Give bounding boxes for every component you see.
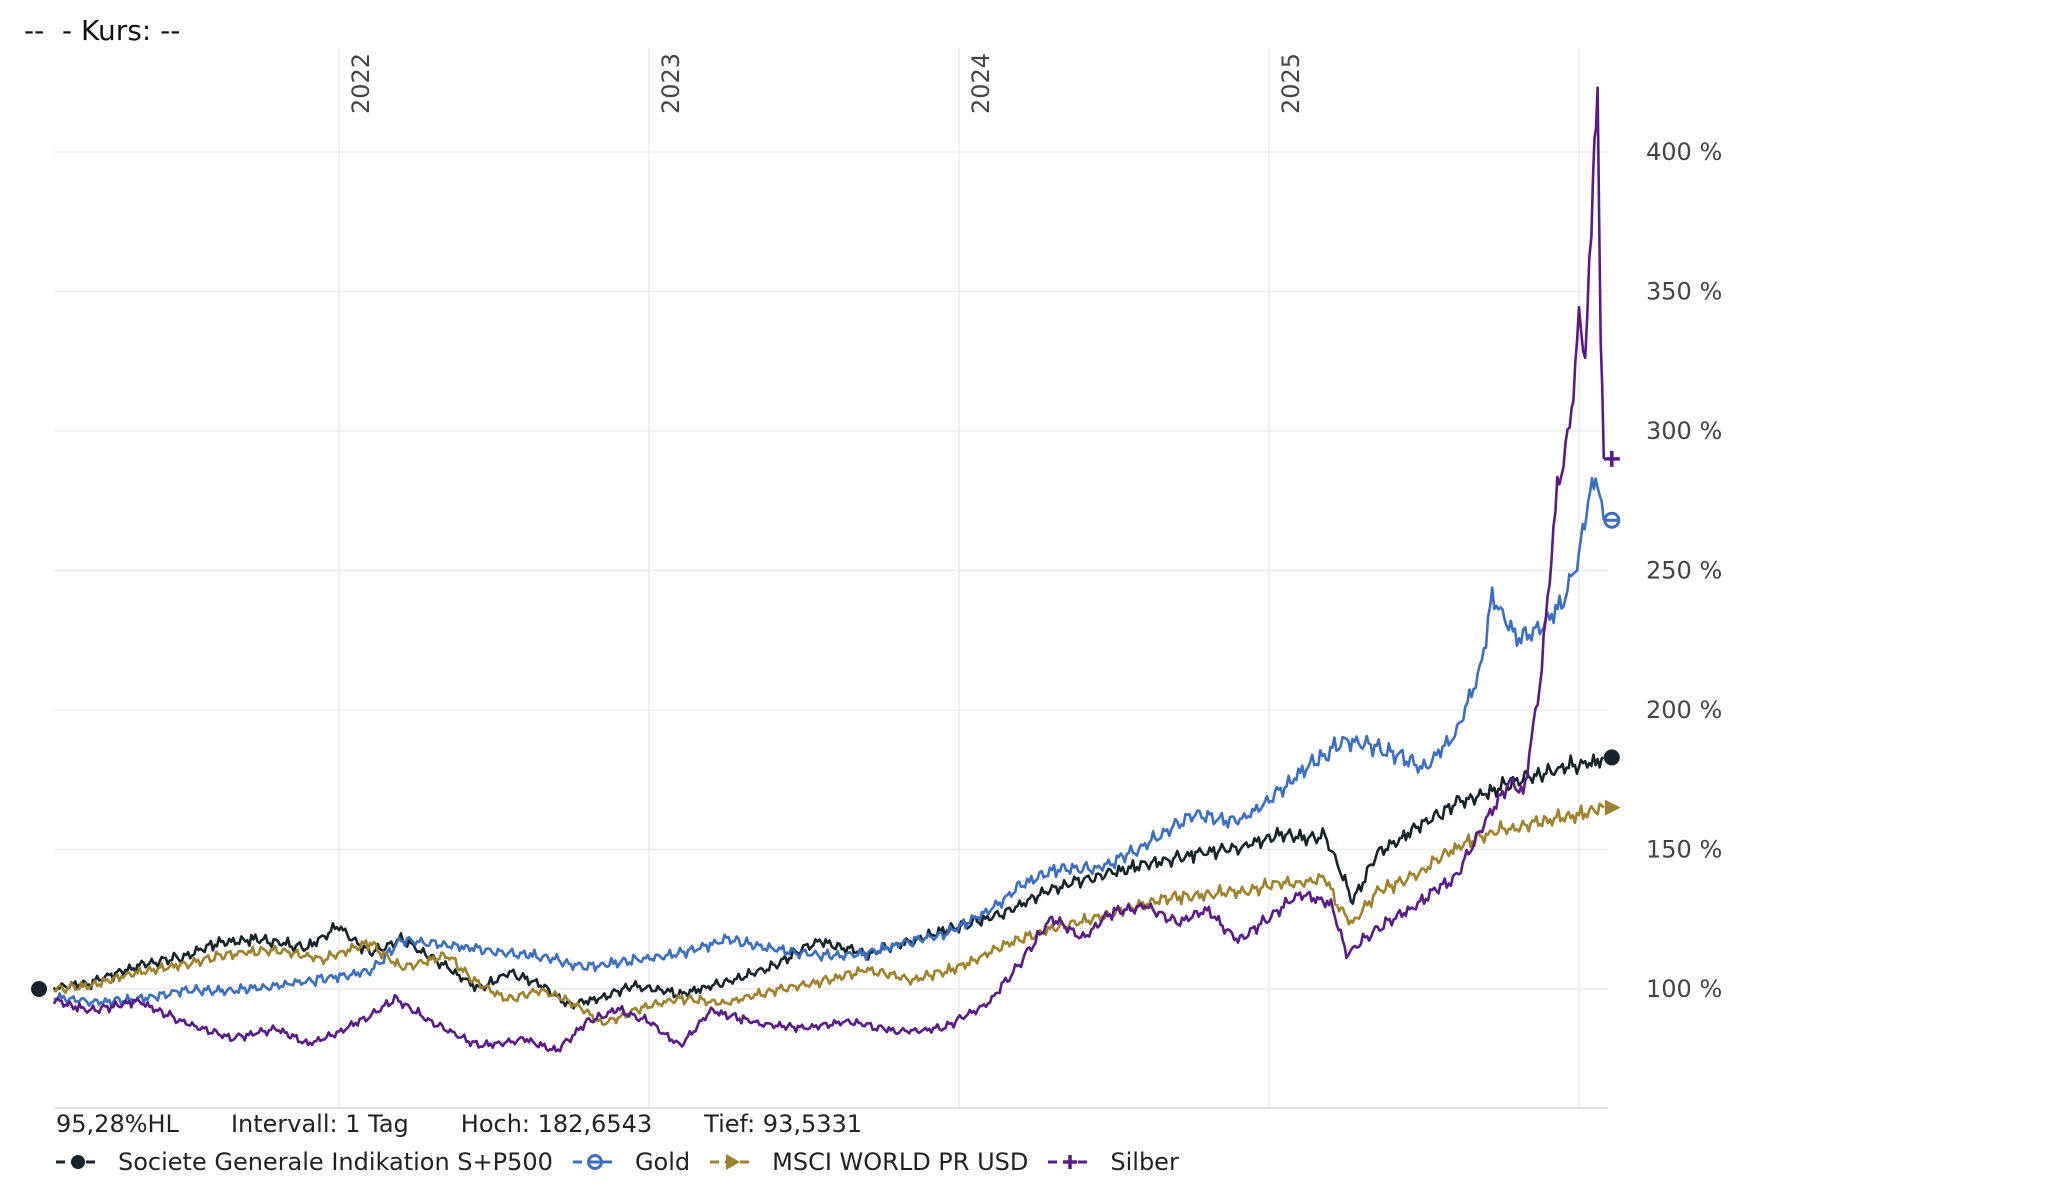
series-line-2 <box>53 476 1606 1007</box>
y-tick-label: 100 % <box>1646 975 1722 1003</box>
high-text: Hoch: 182,6543 <box>460 1110 653 1138</box>
y-tick-label: 350 % <box>1646 278 1722 306</box>
series-line-4 <box>52 86 1606 1053</box>
legend-item-3[interactable]: MSCI WORLD PR USD <box>708 1148 1028 1176</box>
legend-item-2[interactable]: Gold <box>571 1148 690 1176</box>
y-axis-labels: 100 % 150 % 200 % 250 % 300 % 350 % 400 % <box>1646 138 1722 1003</box>
legend-swatch-icon <box>572 1154 617 1170</box>
legend-swatch-icon <box>1048 1155 1093 1169</box>
legend-label: MSCI WORLD PR USD <box>772 1148 1029 1176</box>
start-point-marker <box>31 981 47 997</box>
x-tick-label: 2025 <box>1277 53 1305 114</box>
series-line-3 <box>53 802 1605 1026</box>
chart-legend: Societe Generale Indikation S+P500 Gold MS… <box>54 1148 1197 1176</box>
series-end-markers <box>1603 450 1621 816</box>
grid-vertical <box>338 48 1580 1108</box>
chart-header: -- - Kurs: -- <box>24 14 181 47</box>
price-chart[interactable]: 100 % 150 % 200 % 250 % 300 % 350 % 400 % 2022… <box>0 0 2046 1120</box>
legend-label: Societe Generale Indikation S+P500 <box>118 1148 553 1176</box>
legend-label: Silber <box>1110 1148 1179 1176</box>
grid-horizontal <box>54 151 1608 990</box>
legend-item-1[interactable]: Societe Generale Indikation S+P500 <box>54 1148 553 1176</box>
x-tick-label: 2022 <box>347 53 375 114</box>
x-axis-labels: 2022 2023 2024 2025 <box>347 53 1305 114</box>
legend-label: Gold <box>634 1148 691 1176</box>
series-end-marker <box>1604 799 1621 816</box>
legend-swatch-icon <box>710 1154 755 1170</box>
legend-swatch-icon <box>56 1155 100 1169</box>
y-tick-label: 400 % <box>1646 138 1722 166</box>
y-tick-label: 150 % <box>1646 836 1722 864</box>
y-tick-label: 250 % <box>1646 557 1722 585</box>
chart-info-bar: 95,28%HL Intervall: 1 Tag Hoch: 182,6543… <box>56 1110 914 1138</box>
series-line-1 <box>52 753 1605 1010</box>
x-tick-label: 2023 <box>657 53 685 114</box>
low-text: Tief: 93,5331 <box>704 1110 863 1138</box>
series-end-marker <box>1603 450 1620 467</box>
legend-item-4[interactable]: Silber <box>1046 1148 1179 1176</box>
change-text: 95,28%HL <box>56 1110 179 1138</box>
y-tick-label: 200 % <box>1646 696 1722 724</box>
x-tick-label: 2024 <box>967 53 995 114</box>
series-layer <box>52 86 1606 1053</box>
interval-text: Intervall: 1 Tag <box>230 1110 409 1138</box>
series-end-marker <box>1603 749 1620 766</box>
y-tick-label: 300 % <box>1646 417 1722 445</box>
